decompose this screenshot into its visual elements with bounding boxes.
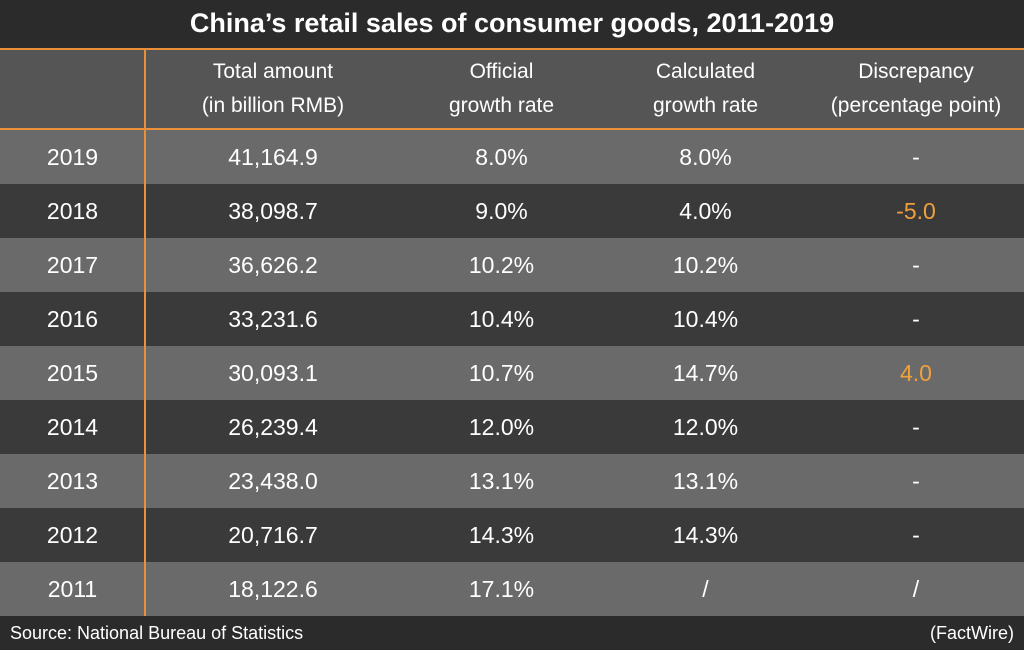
cell-year: 2011 (47, 575, 98, 602)
cell-calculated-growth: 14.3% (672, 521, 739, 548)
cell-calculated-growth: 10.4% (672, 305, 739, 332)
cell-official-growth: 13.1% (468, 467, 535, 494)
cell-total-amount: 23,438.0 (228, 467, 318, 494)
cell-total-amount: 41,164.9 (228, 143, 318, 170)
table-row: 2014 26,239.4 12.0% 12.0% - (0, 400, 1024, 454)
cell-calculated-growth: / (702, 575, 709, 602)
title-divider (0, 48, 1024, 50)
cell-discrepancy: - (912, 521, 920, 548)
cell-year: 2019 (46, 143, 99, 170)
cell-discrepancy: - (912, 467, 920, 494)
header-year (0, 50, 145, 128)
cell-total-amount: 18,122.6 (228, 575, 318, 602)
cell-total-amount: 38,098.7 (228, 197, 318, 224)
cell-discrepancy: - (912, 143, 920, 170)
header-official-growth: Official growth rate (448, 60, 555, 117)
cell-calculated-growth: 10.2% (672, 251, 739, 278)
table-row: 2012 20,716.7 14.3% 14.3% - (0, 508, 1024, 562)
table-row: 2015 30,093.1 10.7% 14.7% 4.0 (0, 346, 1024, 400)
table-row: 2016 33,231.6 10.4% 10.4% - (0, 292, 1024, 346)
column-divider (144, 50, 146, 616)
cell-discrepancy: - (912, 305, 920, 332)
cell-year: 2013 (46, 467, 99, 494)
header-total-amount: Total amount (in billion RMB) (201, 60, 345, 117)
cell-official-growth: 12.0% (468, 413, 535, 440)
table-header: Total amount (in billion RMB) Official g… (0, 50, 1024, 130)
cell-official-growth: 10.2% (468, 251, 535, 278)
table-row: 2019 41,164.9 8.0% 8.0% - (0, 130, 1024, 184)
table-row: 2011 18,122.6 17.1% / / (0, 562, 1024, 616)
table-body: 2019 41,164.9 8.0% 8.0% - 2018 38,098.7 9.0% 4.0… (0, 130, 1024, 616)
table-row: 2017 36,626.2 10.2% 10.2% - (0, 238, 1024, 292)
cell-total-amount: 20,716.7 (228, 521, 318, 548)
cell-year: 2016 (46, 305, 99, 332)
cell-official-growth: 14.3% (468, 521, 535, 548)
cell-year: 2015 (46, 359, 99, 386)
cell-total-amount: 33,231.6 (228, 305, 318, 332)
cell-total-amount: 26,239.4 (228, 413, 318, 440)
cell-year: 2012 (46, 521, 99, 548)
data-table: Total amount (in billion RMB) Official g… (0, 50, 1024, 616)
cell-calculated-growth: 12.0% (672, 413, 739, 440)
cell-official-growth: 17.1% (468, 575, 535, 602)
cell-official-growth: 8.0% (475, 143, 528, 170)
cell-discrepancy: - (912, 413, 920, 440)
header-discrepancy: Discrepancy (percentage point) (830, 60, 1002, 117)
cell-discrepancy: -5.0 (896, 197, 936, 224)
cell-discrepancy: / (912, 575, 920, 602)
cell-calculated-growth: 14.7% (672, 359, 739, 386)
source-note: Source: National Bureau of Statistics (10, 622, 304, 643)
cell-discrepancy: - (912, 251, 920, 278)
cell-total-amount: 36,626.2 (228, 251, 318, 278)
cell-total-amount: 30,093.1 (228, 359, 318, 386)
cell-official-growth: 9.0% (475, 197, 528, 224)
cell-calculated-growth: 8.0% (679, 143, 732, 170)
cell-official-growth: 10.4% (468, 305, 535, 332)
cell-discrepancy: 4.0 (900, 359, 932, 386)
chart-title: China’s retail sales of consumer goods, … (189, 7, 835, 38)
table-row: 2013 23,438.0 13.1% 13.1% - (0, 454, 1024, 508)
header-calculated-growth: Calculated growth rate (652, 60, 759, 117)
footer: Source: National Bureau of Statistics (F… (0, 616, 1024, 650)
table-row: 2018 38,098.7 9.0% 4.0% -5.0 (0, 184, 1024, 238)
credit-note: (FactWire) (930, 622, 1014, 643)
cell-official-growth: 10.7% (468, 359, 535, 386)
cell-year: 2018 (46, 197, 99, 224)
cell-year: 2014 (46, 413, 99, 440)
cell-calculated-growth: 13.1% (672, 467, 739, 494)
cell-year: 2017 (46, 251, 99, 278)
cell-calculated-growth: 4.0% (679, 197, 732, 224)
